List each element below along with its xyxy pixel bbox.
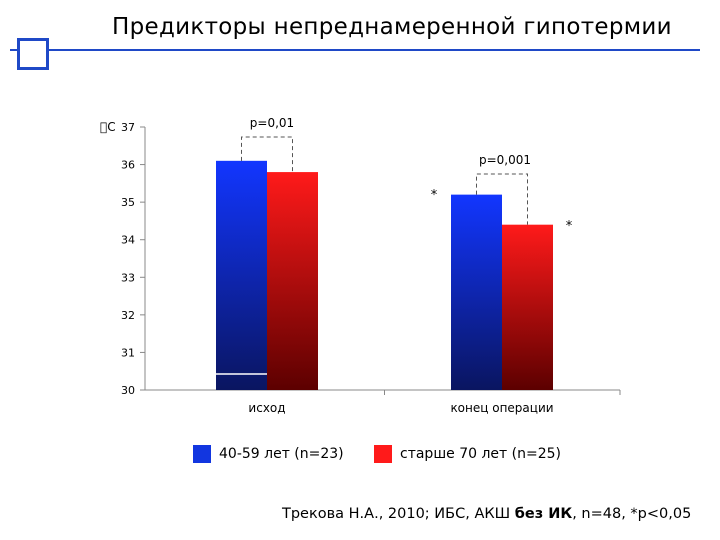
bar-2-2	[502, 224, 553, 390]
significance-marker: *	[431, 188, 438, 203]
significance-bracket	[241, 136, 293, 173]
bar-1-1	[216, 160, 267, 390]
slide-title: Предикторы непреднамеренной гипотермии	[112, 14, 672, 40]
legend-swatch-blue	[193, 445, 211, 463]
x-tick-label: конец операции	[450, 401, 553, 415]
decorative-square-icon	[17, 38, 49, 70]
p-value-label: p=0,01	[250, 116, 294, 130]
bar-1-2	[451, 194, 502, 390]
significance-marker: *	[566, 219, 573, 234]
legend-label-series-2: старше 70 лет (n=25)	[400, 446, 561, 462]
footnote-suffix: , n=48, *p<0,05	[572, 506, 692, 522]
y-tick-label: 35	[121, 196, 135, 209]
bar-2-1	[267, 172, 318, 390]
footnote-prefix: Трекова Н.А., 2010; ИБС, АКШ	[282, 506, 515, 522]
y-tick-label: 37	[121, 121, 135, 134]
legend-item-series-2: старше 70 лет (n=25)	[374, 444, 561, 464]
y-tick-label: 32	[121, 309, 135, 322]
source-footnote: Трекова Н.А., 2010; ИБС, АКШ без ИК, n=4…	[282, 506, 691, 522]
y-tick-label: 34	[121, 234, 135, 247]
x-tick-label: исход	[248, 401, 285, 415]
p-value-label: p=0,001	[479, 153, 531, 167]
y-axis-label: С	[100, 120, 116, 134]
y-tick-label: 36	[121, 159, 135, 172]
legend-item-series-1: 40-59 лет (n=23)	[193, 444, 344, 464]
y-tick-label: 33	[121, 271, 135, 284]
footnote-bold: без ИК	[514, 506, 573, 522]
legend-label-series-1: 40-59 лет (n=23)	[219, 446, 344, 462]
header-rule	[10, 49, 700, 51]
significance-bracket	[476, 173, 528, 225]
legend-swatch-red	[374, 445, 392, 463]
y-tick-label: 31	[121, 346, 135, 359]
y-tick-label: 30	[121, 384, 135, 397]
